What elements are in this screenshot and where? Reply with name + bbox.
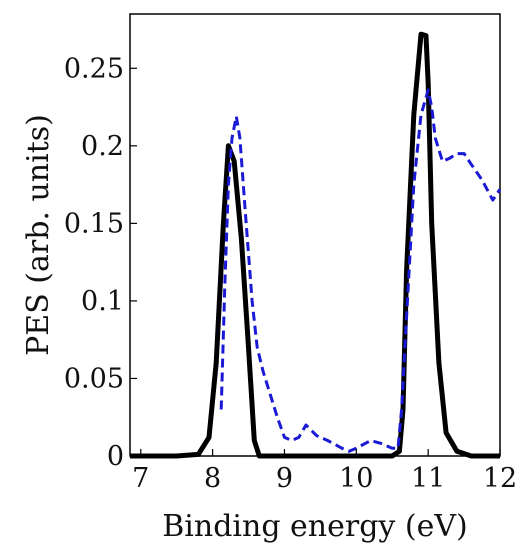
x-tick-label: 9 xyxy=(276,463,293,494)
series-layer xyxy=(130,31,502,459)
y-tick-label: 0.2 xyxy=(81,131,124,162)
x-tick-label: 11 xyxy=(411,463,445,494)
y-tick-label: 0.25 xyxy=(64,53,124,84)
x-tick-label: 10 xyxy=(339,463,373,494)
y-tick-label: 0.15 xyxy=(64,208,124,239)
tick-layer: 7 8 9 10 11 12 0 0.05 0.1 0.15 0.2 0.25 xyxy=(64,53,517,494)
x-tick-label: 7 xyxy=(132,463,149,494)
y-tick-label: 0 xyxy=(107,441,124,472)
x-tick-label: 12 xyxy=(483,463,517,494)
y-axis-label: PES (arb. units) xyxy=(21,114,56,356)
x-tick-label: 8 xyxy=(204,463,221,494)
plot-area: 7 8 9 10 11 12 0 0.05 0.1 0.15 0.2 0.25 xyxy=(64,13,517,494)
x-axis-label: Binding energy (eV) xyxy=(162,509,468,544)
solid-series-line xyxy=(130,31,500,459)
y-tick-label: 0.1 xyxy=(81,286,124,317)
y-tick-label: 0.05 xyxy=(64,363,124,394)
dashed-series-line xyxy=(219,88,502,453)
plot-frame xyxy=(129,13,501,457)
